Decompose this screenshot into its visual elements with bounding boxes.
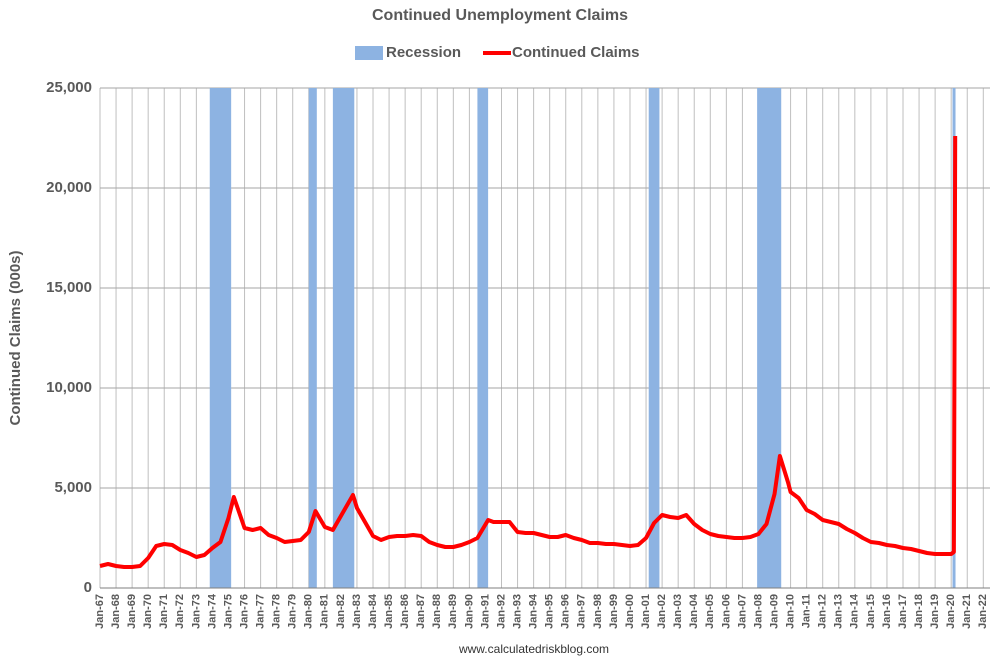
y-tick-label: 5,000 — [54, 479, 92, 496]
x-tick-label: Jan-10 — [784, 594, 796, 629]
x-tick-label: Jan-19 — [929, 594, 941, 629]
x-tick-label: Jan-67 — [94, 594, 106, 629]
x-tick-label: Jan-91 — [479, 594, 491, 629]
x-tick-label: Jan-79 — [287, 594, 299, 629]
x-tick-label: Jan-69 — [126, 594, 138, 629]
x-tick-label: Jan-00 — [624, 594, 636, 629]
x-tick-label: Jan-73 — [190, 594, 202, 629]
recession-band — [757, 88, 782, 588]
x-tick-label: Jan-05 — [704, 594, 716, 629]
x-tick-label: Jan-06 — [720, 594, 732, 629]
x-tick-label: Jan-87 — [415, 594, 427, 629]
x-tick-label: Jan-83 — [351, 594, 363, 629]
x-tick-label: Jan-22 — [977, 594, 989, 629]
x-tick-label: Jan-81 — [319, 594, 331, 629]
x-tick-label: Jan-78 — [271, 594, 283, 629]
x-tick-label: Jan-20 — [945, 594, 957, 629]
y-tick-label: 20,000 — [46, 179, 92, 196]
x-tick-label: Jan-86 — [399, 594, 411, 629]
x-tick-label: Jan-17 — [897, 594, 909, 629]
claims-line — [99, 135, 958, 569]
x-tick-label: Jan-08 — [752, 594, 764, 629]
x-tick-label: Jan-21 — [961, 594, 973, 629]
x-tick-label: Jan-04 — [688, 593, 700, 629]
x-tick-label: Jan-18 — [913, 594, 925, 629]
x-tick-label: Jan-77 — [255, 594, 267, 629]
x-tick-label: Jan-71 — [158, 594, 170, 629]
x-tick-label: Jan-75 — [222, 594, 234, 629]
recession-band — [308, 88, 317, 588]
x-tick-label: Jan-89 — [447, 594, 459, 629]
x-tick-label: Jan-11 — [801, 594, 813, 628]
y-tick-label: 10,000 — [46, 379, 92, 396]
x-tick-label: Jan-96 — [560, 594, 572, 629]
x-tick-label: Jan-72 — [174, 594, 186, 629]
x-tick-label: Jan-80 — [303, 594, 315, 629]
recession-band — [209, 88, 232, 588]
x-tick-label: Jan-13 — [833, 594, 845, 629]
y-tick-label: 15,000 — [46, 279, 92, 296]
y-tick-label: 0 — [84, 579, 92, 596]
x-tick-label: Jan-07 — [736, 594, 748, 629]
chart-title: Continued Unemployment Claims — [372, 7, 628, 24]
legend-label: Continued Claims — [512, 44, 640, 61]
y-tick-label: 25,000 — [46, 79, 92, 96]
x-tick-label: Jan-15 — [865, 594, 877, 629]
x-tick-label: Jan-90 — [463, 594, 475, 629]
x-tick-label: Jan-68 — [110, 594, 122, 629]
legend-swatch — [355, 46, 383, 60]
x-tick-label: Jan-92 — [495, 594, 507, 629]
x-tick-label: Jan-14 — [849, 593, 861, 629]
x-tick-label: Jan-02 — [656, 594, 668, 629]
x-tick-label: Jan-85 — [383, 594, 395, 629]
x-tick-label: Jan-84 — [367, 593, 379, 629]
recession-band — [648, 88, 660, 588]
x-tick-label: Jan-74 — [206, 593, 218, 629]
x-tick-label: Jan-97 — [576, 594, 588, 629]
y-axis-label: Continued Claims (000s) — [7, 250, 24, 425]
recession-band — [332, 88, 355, 588]
x-tick-label: Jan-76 — [238, 594, 250, 629]
x-tick-label: Jan-82 — [335, 594, 347, 629]
x-tick-label: Jan-16 — [881, 594, 893, 629]
x-tick-label: Jan-09 — [768, 594, 780, 629]
source: www.calculatedriskblog.com — [458, 642, 609, 656]
x-tick-label: Jan-03 — [672, 594, 684, 629]
x-tick-label: Jan-88 — [431, 594, 443, 629]
x-tick-label: Jan-95 — [544, 594, 556, 629]
x-tick-label: Jan-12 — [817, 594, 829, 629]
x-tick-label: Jan-94 — [528, 593, 540, 629]
x-tick-label: Jan-99 — [608, 594, 620, 629]
x-tick-label: Jan-98 — [592, 594, 604, 629]
x-tick-label: Jan-93 — [511, 594, 523, 629]
recession-band — [477, 88, 489, 588]
x-tick-label: Jan-01 — [640, 594, 652, 629]
legend-label: Recession — [386, 44, 461, 61]
x-tick-label: Jan-70 — [142, 594, 154, 629]
